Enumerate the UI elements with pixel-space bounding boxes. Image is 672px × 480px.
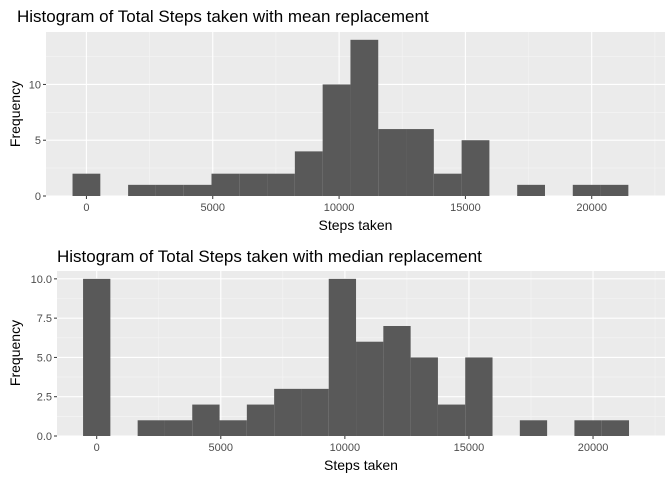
histogram-bar — [519, 420, 548, 436]
histogram-bar — [356, 341, 384, 436]
histogram-bar — [137, 420, 165, 436]
x-axis-ticks: 0 5000 10000 15000 20000 — [94, 436, 609, 454]
histogram-bar — [274, 388, 302, 436]
histogram-bar — [322, 84, 351, 196]
y-axis-title: Frequency — [7, 81, 23, 147]
histogram-bar — [155, 184, 184, 196]
histogram-bar — [83, 278, 111, 436]
y-tick-label: 0 — [35, 191, 41, 203]
x-axis-ticks: 0 5000 10000 15000 20000 — [83, 196, 607, 214]
y-tick-label: 10 — [29, 79, 41, 91]
histogram-bar — [267, 173, 295, 196]
chart-title: Histogram of Total Steps taken with medi… — [57, 247, 482, 266]
y-axis-ticks: 0 5 10 — [29, 79, 46, 203]
x-tick-label: 15000 — [450, 202, 481, 214]
histogram-bar — [437, 404, 466, 436]
x-tick-label: 20000 — [576, 202, 607, 214]
y-tick-label: 10.0 — [31, 274, 52, 286]
x-axis-title: Steps taken — [319, 217, 393, 233]
y-axis-title: Frequency — [7, 320, 23, 386]
histogram-bar — [128, 184, 156, 196]
y-tick-label: 5.0 — [37, 352, 52, 364]
histogram-bar — [246, 404, 275, 436]
histogram-bar — [301, 388, 329, 436]
chart-mean-replacement: Histogram of Total Steps taken with mean… — [7, 7, 665, 233]
histogram-bar — [574, 420, 602, 436]
x-tick-label: 0 — [83, 202, 89, 214]
histogram-bar — [406, 129, 434, 196]
histogram-bar — [164, 420, 193, 436]
chart-median-replacement: Histogram of Total Steps taken with medi… — [7, 247, 665, 473]
histogram-bar — [410, 357, 438, 436]
x-tick-label: 5000 — [201, 202, 225, 214]
histogram-bar — [383, 326, 411, 436]
x-tick-label: 15000 — [454, 442, 485, 454]
y-tick-label: 0.0 — [37, 431, 52, 443]
histogram-bar — [72, 173, 101, 196]
x-axis-title: Steps taken — [324, 457, 398, 473]
histogram-bar — [601, 420, 630, 436]
histogram-bars — [72, 39, 629, 196]
x-tick-label: 0 — [94, 442, 100, 454]
histogram-bar — [572, 184, 601, 196]
x-tick-label: 5000 — [209, 442, 233, 454]
histogram-bar — [192, 404, 220, 436]
x-tick-label: 10000 — [324, 202, 355, 214]
x-tick-label: 10000 — [330, 442, 361, 454]
histogram-bar — [239, 173, 268, 196]
histogram-bar — [211, 173, 240, 196]
chart-title: Histogram of Total Steps taken with mean… — [17, 7, 429, 26]
histogram-bar — [219, 420, 247, 436]
histogram-bar — [433, 173, 462, 196]
histogram-bar — [328, 278, 357, 436]
histogram-bar — [465, 357, 493, 436]
histogram-bar — [350, 39, 379, 196]
histogram-bar — [183, 184, 212, 196]
y-tick-label: 5 — [35, 135, 41, 147]
histogram-bar — [517, 184, 545, 196]
x-tick-label: 20000 — [578, 442, 609, 454]
histogram-bar — [600, 184, 629, 196]
histogram-bar — [378, 129, 407, 196]
y-tick-label: 7.5 — [37, 313, 52, 325]
histogram-bar — [461, 140, 490, 196]
y-tick-label: 2.5 — [37, 392, 52, 404]
y-axis-ticks: 0.0 2.5 5.0 7.5 10.0 — [31, 274, 57, 443]
histogram-bar — [294, 151, 323, 196]
histogram-bars — [83, 278, 630, 436]
